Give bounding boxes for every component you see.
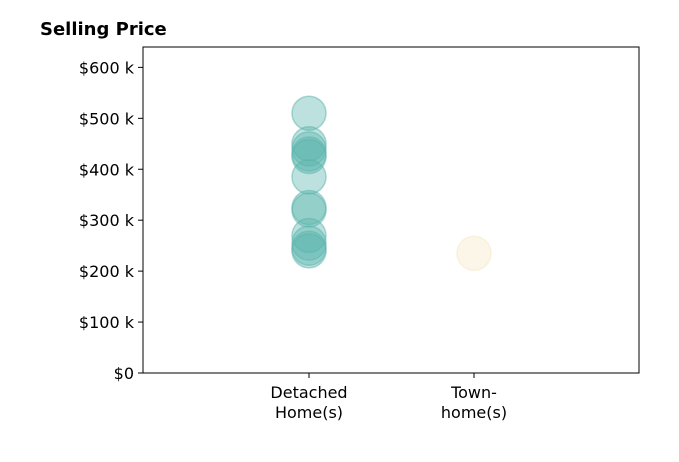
y-axis: $0 $100 k $200 k $300 k $400 k $500 k $600 k (79, 58, 143, 383)
y-tick-label: $500 k (79, 109, 135, 128)
chart-title: Selling Price (40, 19, 167, 40)
scatter-point (456, 235, 492, 272)
scatter-point (291, 138, 327, 175)
y-tick-label: $400 k (79, 160, 135, 179)
y-tick-label: $300 k (79, 211, 135, 230)
x-tick-label: Detached Home(s) (270, 383, 347, 422)
y-tick-label: $0 (114, 364, 134, 383)
x-tick-label: Town-home(s) (441, 383, 507, 422)
scatter-point (291, 159, 327, 195)
y-tick-label: $600 k (79, 58, 135, 77)
plot-frame (142, 46, 640, 374)
scatter-points (291, 95, 492, 272)
y-tick-label: $100 k (79, 313, 135, 332)
scatter-point (291, 233, 327, 269)
scatter-point (291, 217, 327, 254)
scatter-point (291, 192, 327, 228)
y-tick-label: $200 k (79, 262, 135, 281)
x-axis: Detached Home(s) Town-home(s) (270, 373, 507, 422)
scatter-point (291, 95, 327, 131)
